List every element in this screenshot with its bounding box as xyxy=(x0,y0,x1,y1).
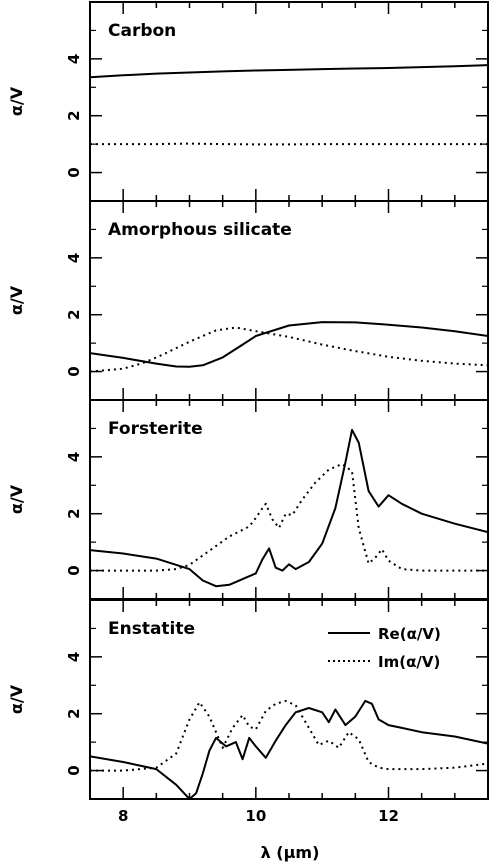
series-group xyxy=(90,699,488,799)
y-axis-label: α/V xyxy=(7,285,26,315)
panel-3: 0 2 4 α/V Forsterite xyxy=(7,399,489,600)
series-line-im xyxy=(90,326,488,373)
series-line-im xyxy=(90,699,488,772)
series-line-im xyxy=(90,463,488,572)
y-tick-label: 2 xyxy=(65,110,83,120)
x-tick-label: 8 xyxy=(118,807,128,825)
y-tick-label: 0 xyxy=(65,366,83,376)
y-tick-label: 4 xyxy=(65,652,83,662)
y-tick-label: 4 xyxy=(65,54,83,64)
x-tick-label: 10 xyxy=(245,807,266,825)
panel-4: 0 2 4 8 10 12 α/V Enstatite xyxy=(7,599,489,825)
panel-title: Forsterite xyxy=(108,419,203,439)
y-tick-label: 2 xyxy=(65,309,83,319)
y-tick-label: 0 xyxy=(65,565,83,575)
series-line-re xyxy=(90,428,488,588)
y-tick-label: 2 xyxy=(65,708,83,718)
y-tick-label: 4 xyxy=(65,253,83,263)
y-axis-label: α/V xyxy=(7,86,26,116)
x-tick-label: 12 xyxy=(378,807,399,825)
series-group xyxy=(90,428,488,588)
y-axis-label: α/V xyxy=(7,484,26,514)
series-line-re xyxy=(90,64,488,79)
series-group xyxy=(90,321,488,373)
y-tick-label: 0 xyxy=(65,167,83,177)
panel-title: Carbon xyxy=(108,21,176,41)
panel-1: 0 2 4 α/V Carbon xyxy=(7,1,489,202)
panels: 0 2 4 α/V Carbon 0 2 4 α/V Amorphous silicate 0 2 4 α… xyxy=(7,1,489,825)
series-line-re xyxy=(90,321,488,368)
y-tick-label: 0 xyxy=(65,765,83,775)
panel-2: 0 2 4 α/V Amorphous silicate xyxy=(7,200,489,401)
x-axis-label: λ (μm) xyxy=(261,843,320,862)
panel-title: Amorphous silicate xyxy=(108,220,292,240)
panel-title: Enstatite xyxy=(108,619,195,639)
y-axis-label: α/V xyxy=(7,684,26,714)
y-tick-label: 2 xyxy=(65,508,83,518)
series-line-im xyxy=(90,142,488,146)
series-group xyxy=(90,64,488,146)
legend-label-im: Im(α/V) xyxy=(378,653,440,671)
y-tick-label: 4 xyxy=(65,452,83,462)
legend-label-re: Re(α/V) xyxy=(378,625,441,643)
series-line-re xyxy=(90,699,488,799)
legend: Re(α/V) Im(α/V) xyxy=(328,625,441,671)
